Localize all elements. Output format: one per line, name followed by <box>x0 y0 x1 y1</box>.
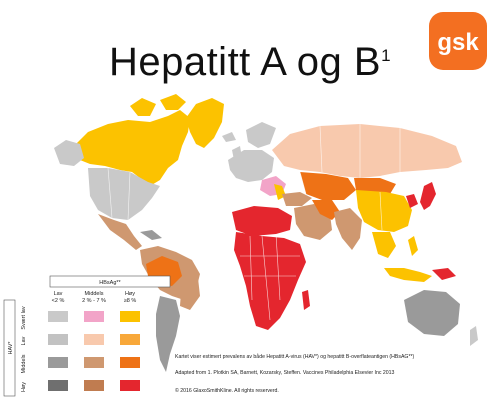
legend-swatch-r0-c2 <box>120 311 140 322</box>
legend-swatch-r1-c1 <box>84 334 104 345</box>
page-title: Hepatitt A og B1 <box>0 40 500 85</box>
region-brazil-east <box>180 276 200 310</box>
col-range-2: ≥8 % <box>124 298 137 304</box>
region-russia <box>272 124 462 178</box>
region-australia <box>404 290 460 336</box>
region-greenland <box>186 98 224 148</box>
legend-swatch-r2-c2 <box>120 357 140 368</box>
region-iceland <box>222 132 236 142</box>
region-arctic-islands <box>130 94 186 116</box>
region-korea <box>406 194 418 208</box>
region-canada <box>72 110 190 186</box>
region-south-asia <box>334 208 362 250</box>
region-china <box>356 190 412 232</box>
region-alaska <box>54 140 84 166</box>
title-text: Hepatitt A og B <box>108 40 382 84</box>
region-southern-cone <box>156 296 180 372</box>
legend-swatch-r3-c0 <box>48 380 68 391</box>
country-borders <box>107 124 401 321</box>
col-range-1: 2 % - 7 % <box>82 298 106 304</box>
region-uk <box>232 146 242 160</box>
legend-swatch-r2-c0 <box>48 357 68 368</box>
hav-title: HAV* <box>8 341 14 355</box>
gsk-logo-icon: gsk <box>429 12 487 70</box>
legend-swatch-r1-c0 <box>48 334 68 345</box>
col-label-0: Lav <box>54 291 63 297</box>
legend-swatch-r2-c1 <box>84 357 104 368</box>
row-label-1: Lav <box>21 336 27 345</box>
region-iran <box>312 200 340 220</box>
legend-swatch-r1-c2 <box>120 334 140 345</box>
region-north-africa <box>232 206 292 236</box>
svg-text:gsk: gsk <box>437 29 479 56</box>
legend-swatch-r0-c0 <box>48 311 68 322</box>
region-indonesia <box>384 268 432 282</box>
footnote-source: Adapted from 1. Plotkin SA, Barnett, Koz… <box>175 370 395 376</box>
col-range-0: <2 % <box>52 298 65 304</box>
col-label-1: Middels <box>85 291 104 297</box>
row-label-3: Høy <box>21 382 27 392</box>
region-new-guinea <box>432 268 456 280</box>
region-madagascar <box>302 290 310 310</box>
footnote-description: Kartet viser estimert prevalens av både … <box>175 354 415 360</box>
region-usa <box>88 168 160 220</box>
region-southeast-asia <box>372 232 396 258</box>
hbsag-title: HBsAg** <box>99 280 121 286</box>
region-turkey <box>282 192 312 206</box>
legend-swatch-r3-c1 <box>84 380 104 391</box>
region-japan <box>420 182 436 210</box>
footnote-copyright: © 2016 GlaxoSmithKline. All rights reser… <box>175 388 279 394</box>
title-superscript: 1 <box>381 46 392 65</box>
legend-swatch-r3-c2 <box>120 380 140 391</box>
col-label-2: Høy <box>125 291 135 297</box>
region-caribbean <box>140 230 162 240</box>
row-label-2: Middels <box>21 354 27 373</box>
legend-swatch-r0-c1 <box>84 311 104 322</box>
region-new-zealand <box>470 326 478 346</box>
region-mexico <box>98 214 142 250</box>
region-central-asia <box>300 172 356 200</box>
region-africa <box>234 232 306 330</box>
region-philippines <box>408 236 418 256</box>
legend-swatches <box>48 311 140 391</box>
row-label-0: Svært lav <box>21 306 27 329</box>
region-scandinavia <box>246 122 276 148</box>
